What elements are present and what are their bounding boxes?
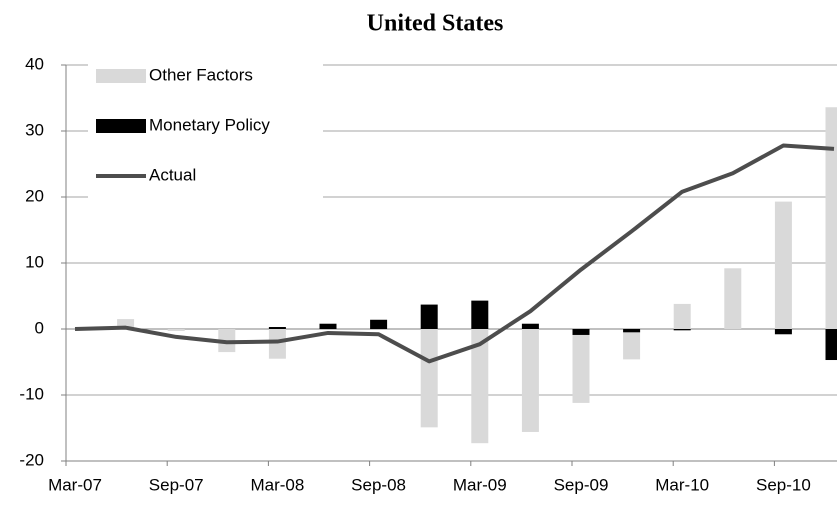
legend: Other Factors Monetary Policy Actual [88,58,323,198]
bar [572,329,590,403]
y-tick-label: 0 [35,318,44,337]
bar [825,107,837,330]
legend-label: Other Factors [149,65,253,84]
legend-label: Monetary Policy [149,115,270,134]
x-tick-label: Mar-10 [655,475,709,494]
bar [673,303,691,329]
x-tick-label: Mar-07 [48,475,102,494]
line [74,143,835,364]
legend-swatch [96,69,146,83]
y-tick-label: 10 [25,252,44,271]
x-tick-label: Mar-08 [250,475,304,494]
legend-label: Actual [149,165,196,184]
x-tick-label: Mar-09 [453,475,507,494]
legend-swatch [96,119,146,133]
x-tick-label: Sep-08 [351,475,406,494]
bar [319,323,337,329]
x-tick-label: Sep-07 [149,475,204,494]
x-tick-label: Sep-10 [756,475,811,494]
bar [724,268,742,329]
bar [117,319,135,329]
bar [521,329,539,432]
bar [623,329,641,360]
bar [774,201,792,329]
bar [420,304,438,329]
bar [521,323,539,329]
bar [167,329,185,331]
bar [420,329,438,428]
y-tick-label: -10 [19,384,44,403]
bar [825,329,837,361]
bar [268,327,286,329]
bar [268,329,286,359]
y-tick-label: 40 [25,54,44,73]
y-tick-label: 30 [25,120,44,139]
chart-title: United States [367,11,504,37]
bar [471,300,489,329]
bar [370,319,388,329]
bar [673,329,691,331]
bar [471,329,489,444]
bar [572,329,590,335]
y-tick-label: -20 [19,450,44,469]
y-tick-label: 20 [25,186,44,205]
bar [623,329,641,333]
bar [774,329,792,335]
x-tick-label: Sep-09 [554,475,609,494]
